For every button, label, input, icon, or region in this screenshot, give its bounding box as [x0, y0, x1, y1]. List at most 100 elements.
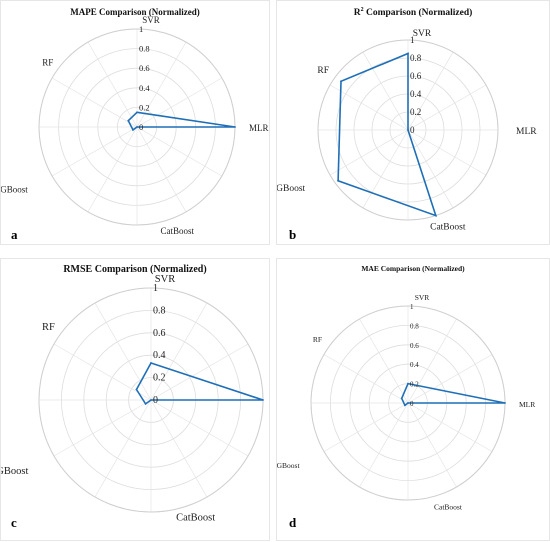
radar-point-xgboost	[337, 179, 339, 182]
panel-letter: a	[11, 227, 18, 242]
grid-spoke	[323, 402, 409, 452]
chart-title: R2 Comparison (Normalized)	[277, 7, 549, 18]
grid-spoke	[94, 399, 152, 498]
axis-label-rf: RF	[42, 57, 53, 67]
axis-label-svr: SVR	[413, 29, 432, 39]
radar-point-svr	[407, 382, 409, 385]
radial-tick-label: 0.2	[139, 102, 150, 112]
radial-tick-label: 0	[410, 400, 414, 408]
radial-tick-label: 0.6	[410, 71, 422, 81]
grid-spoke	[51, 126, 138, 177]
grid-spoke	[359, 402, 409, 488]
radar-point-rf	[400, 397, 403, 400]
grid-spoke	[136, 77, 223, 128]
grid-spoke	[407, 84, 487, 131]
axis-label-catboost: CatBoost	[434, 502, 463, 511]
radial-tick-label: 0.6	[153, 328, 166, 339]
radar-point-rf	[340, 80, 342, 83]
axis-label-xgboost: XGBoost	[1, 466, 28, 477]
grid-spoke	[150, 343, 249, 401]
grid-spoke	[51, 77, 138, 128]
axis-label-svr: SVR	[415, 293, 430, 302]
chart-title: RMSE Comparison (Normalized)	[63, 264, 207, 275]
radar-point-catboost	[150, 399, 152, 401]
radial-tick-label: 0.6	[410, 342, 419, 350]
radial-tick-label: 1	[410, 303, 414, 311]
radar-series-polygon	[127, 111, 236, 132]
grid-spoke	[329, 129, 409, 176]
axis-label-xgboost: XGBoost	[277, 184, 306, 194]
radar-chart-rmse: 00.20.40.60.81SVRMLRCatBoostXGBoostRF	[1, 274, 264, 524]
panel-letter: b	[289, 227, 297, 242]
radial-tick-label: 0.2	[153, 373, 166, 384]
axis-label-mlr: MLR	[249, 123, 269, 133]
grid-spoke	[323, 354, 409, 404]
radial-tick-label: 0.6	[139, 63, 150, 73]
radial-tick-label: 0.8	[410, 53, 422, 63]
axis-label-mlr: MLR	[516, 127, 537, 137]
grid-spoke	[362, 129, 409, 209]
radar-point-mlr	[234, 126, 236, 128]
grid-spoke	[136, 126, 187, 213]
axis-label-catboost: CatBoost	[161, 226, 195, 236]
panel-letter: d	[289, 515, 297, 530]
grid-spoke	[150, 399, 208, 498]
axis-label-mlr: MLR	[519, 400, 535, 409]
chart-title: MAE Comparison (Normalized)	[361, 264, 465, 273]
axis-label-rf: RF	[313, 335, 322, 344]
grid-spoke	[407, 354, 493, 404]
chart-title: MAPE Comparison (Normalized)	[70, 7, 200, 17]
grid-spoke	[407, 129, 487, 176]
radial-tick-label: 0.4	[410, 361, 419, 369]
radar-series-polygon	[400, 382, 506, 407]
axis-label-xgboost: XGBoost	[277, 461, 300, 470]
grid-spoke	[329, 84, 409, 131]
radial-tick-label: 0.8	[139, 44, 150, 54]
chart-title-superscript: 2	[360, 7, 364, 13]
grid-spoke	[150, 302, 208, 401]
radar-point-mlr	[504, 402, 506, 404]
radar-point-svr	[136, 111, 138, 114]
grid-spoke	[150, 399, 249, 457]
axis-label-catboost: CatBoost	[430, 223, 466, 233]
radar-point-catboost	[407, 402, 409, 404]
radial-tick-label: 0.2	[410, 381, 419, 389]
axis-label-svr: SVR	[142, 15, 160, 25]
radar-point-catboost	[434, 214, 437, 217]
radar-point-xgboost	[404, 404, 406, 407]
radar-point-svr	[407, 52, 409, 55]
grid-spoke	[87, 41, 138, 128]
grid-spoke	[136, 126, 223, 177]
radar-point-xgboost	[144, 403, 147, 405]
grid-spoke	[53, 343, 152, 401]
axis-label-rf: RF	[42, 322, 55, 333]
radial-tick-label: 0	[410, 125, 415, 135]
radar-series-polygon	[337, 52, 438, 217]
radar-point-catboost	[136, 126, 138, 128]
grid-spoke	[407, 402, 493, 452]
radial-tick-label: 1	[139, 24, 143, 34]
radial-tick-label: 0.8	[153, 305, 166, 316]
axis-label-rf: RF	[317, 66, 329, 76]
radar-point-mlr	[407, 129, 409, 131]
radar-point-rf	[127, 119, 130, 122]
radial-tick-label: 0.4	[153, 350, 166, 361]
grid-spoke	[87, 126, 138, 213]
grid-spoke	[94, 302, 152, 401]
radar-point-rf	[135, 388, 138, 391]
grid-spoke	[407, 318, 457, 404]
radial-tick-label: 0.8	[410, 322, 419, 330]
grid-spoke	[359, 318, 409, 404]
grid-spoke	[407, 129, 454, 209]
radar-panel-r2: R2 Comparison (Normalized) 0 0.2 0.4 0.6 0.8…	[276, 0, 550, 245]
outer-ring	[317, 39, 499, 221]
grid-spoke	[53, 399, 152, 457]
grid-spoke	[362, 51, 409, 131]
radar-series-polygon	[135, 362, 264, 406]
radial-tick-label: 0.4	[410, 89, 422, 99]
grid-spoke	[407, 402, 457, 488]
radial-tick-label: 0	[153, 395, 158, 406]
